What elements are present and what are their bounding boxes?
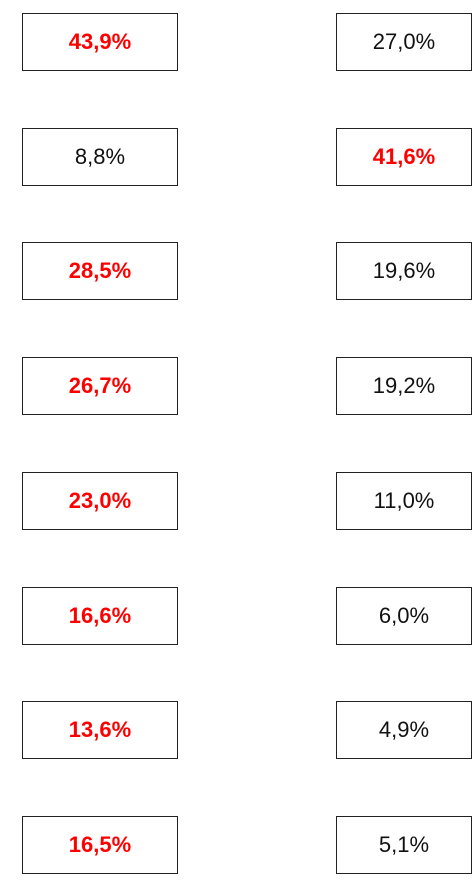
value-text: 5,1% xyxy=(378,832,430,857)
value-box: 16,5% xyxy=(22,816,178,874)
value-text: 41,6% xyxy=(372,144,436,169)
value-box: 23,0% xyxy=(22,472,178,530)
value-box: 26,7% xyxy=(22,357,178,415)
value-box: 11,0% xyxy=(336,472,472,530)
value-text: 11,0% xyxy=(373,488,435,513)
value-text: 16,5% xyxy=(68,832,132,857)
value-box: 5,1% xyxy=(336,816,472,874)
value-text: 43,9% xyxy=(68,29,132,54)
value-text: 19,2% xyxy=(372,373,436,398)
value-box: 4,9% xyxy=(336,701,472,759)
value-box: 6,0% xyxy=(336,587,472,645)
value-box: 8,8% xyxy=(22,128,178,186)
value-box: 13,6% xyxy=(22,701,178,759)
value-box: 16,6% xyxy=(22,587,178,645)
value-text: 26,7% xyxy=(68,373,132,398)
value-box: 27,0% xyxy=(336,13,472,71)
value-text: 16,6% xyxy=(68,603,132,628)
value-text: 13,6% xyxy=(68,717,132,742)
value-box: 41,6% xyxy=(336,128,472,186)
value-text: 19,6% xyxy=(372,258,436,283)
value-text: 4,9% xyxy=(378,717,430,742)
value-text: 8,8% xyxy=(74,144,126,169)
value-box: 43,9% xyxy=(22,13,178,71)
value-text: 27,0% xyxy=(372,29,436,54)
value-text: 28,5% xyxy=(68,258,132,283)
value-box: 28,5% xyxy=(22,242,178,300)
value-box: 19,6% xyxy=(336,242,472,300)
value-box: 19,2% xyxy=(336,357,472,415)
value-text: 23,0% xyxy=(68,488,132,513)
value-text: 6,0% xyxy=(378,603,430,628)
